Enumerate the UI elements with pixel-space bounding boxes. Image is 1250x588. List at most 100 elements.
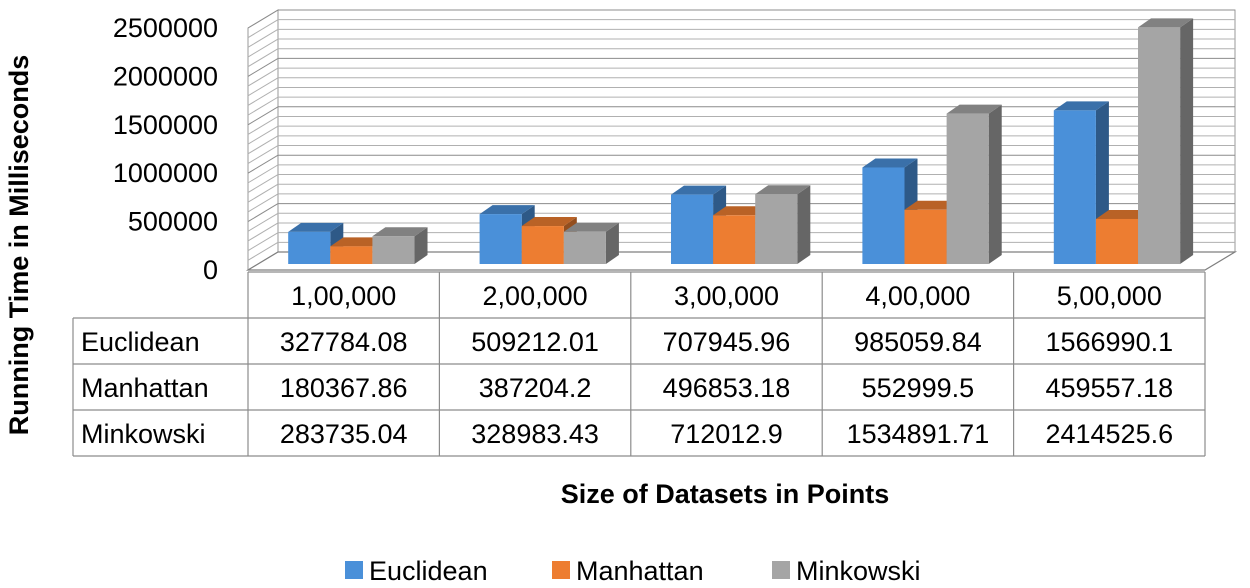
side-gridline — [247, 241, 279, 261]
bar-top — [1138, 18, 1194, 28]
side-gridline — [247, 9, 279, 29]
bar-top — [1095, 209, 1152, 219]
bar-top — [563, 222, 619, 232]
bar — [904, 209, 947, 264]
side-gridline — [247, 193, 279, 213]
table-cell: 2414525.6 — [1045, 419, 1173, 449]
bar-top — [479, 205, 535, 215]
x-tick-label: 4,00,000 — [865, 281, 970, 311]
side-gridline — [247, 38, 279, 58]
side-gridline — [247, 28, 279, 48]
table-cell: 387204.2 — [479, 373, 592, 403]
bar — [946, 113, 989, 264]
x-tick-label: 1,00,000 — [291, 281, 396, 311]
bar-top — [1053, 101, 1109, 111]
bar-top — [946, 104, 1002, 114]
y-tick-label: 2000000 — [113, 61, 218, 91]
bar-top — [330, 237, 386, 247]
table-cell: 327784.08 — [280, 327, 408, 357]
table-cell: 459557.18 — [1045, 373, 1173, 403]
bar — [372, 236, 415, 264]
side-gridline — [247, 222, 279, 242]
legend-swatch — [772, 561, 790, 579]
side-gridline — [247, 67, 279, 87]
bar-top — [372, 227, 428, 237]
y-axis-ticks: 0 500000 1000000 1500000 2000000 2500000 — [113, 13, 218, 285]
table-cell: 180367.86 — [280, 373, 408, 403]
bar-top — [288, 222, 344, 232]
side-gridline — [247, 183, 279, 203]
side-gridline — [247, 174, 279, 193]
bar — [670, 194, 714, 264]
bar — [1138, 27, 1181, 264]
bar-side — [1180, 18, 1194, 264]
table-row-label: Manhattan — [81, 373, 209, 403]
bar-top — [670, 185, 727, 195]
side-wall-panel — [247, 9, 279, 271]
side-gridline — [247, 77, 279, 97]
y-tick-label: 1500000 — [113, 110, 218, 140]
table-cell: 496853.18 — [663, 373, 791, 403]
bar — [755, 194, 798, 264]
bar — [288, 231, 331, 264]
bar-side — [605, 222, 619, 264]
side-gridline — [247, 87, 279, 106]
table-cell: 509212.01 — [471, 327, 599, 357]
side-gridline — [247, 232, 279, 252]
table-cell: 552999.5 — [862, 373, 975, 403]
bar-side — [414, 227, 428, 264]
bar — [330, 246, 373, 264]
side-gridline — [247, 106, 279, 126]
y-tick-label: 2500000 — [113, 13, 218, 43]
bar-side — [988, 104, 1002, 264]
bar — [1095, 218, 1139, 264]
legend-label: Manhattan — [576, 556, 704, 586]
bar-top — [755, 185, 811, 195]
side-gridline — [247, 48, 279, 68]
y-tick-label: 1000000 — [113, 158, 218, 188]
x-axis-title: Size of Datasets in Points — [561, 479, 890, 509]
table-cell: 1566990.1 — [1045, 327, 1173, 357]
x-tick-label: 2,00,000 — [483, 281, 588, 311]
table-cell: 328983.43 — [471, 419, 599, 449]
x-tick-label: 3,00,000 — [674, 281, 779, 311]
side-gridline — [247, 212, 279, 232]
bar-top — [862, 158, 918, 168]
legend-label: Euclidean — [369, 556, 488, 586]
side-gridline — [247, 96, 279, 116]
bar — [563, 231, 606, 264]
side-gridline — [247, 135, 279, 155]
side-gridline — [247, 145, 279, 164]
legend-swatch — [552, 561, 570, 579]
bar — [521, 226, 564, 264]
data-table: 1,00,000 2,00,000 3,00,000 4,00,000 5,00,000… — [72, 271, 1206, 457]
x-tick-label: 5,00,000 — [1057, 281, 1162, 311]
table-cell: 707945.96 — [663, 327, 791, 357]
bar-top — [904, 200, 960, 210]
side-gridline — [247, 154, 279, 174]
y-tick-label: 500000 — [128, 207, 218, 237]
table-row-label: Euclidean — [81, 327, 200, 357]
y-tick-label: 0 — [203, 255, 218, 285]
bar-side — [797, 185, 811, 264]
legend-label: Minkowski — [796, 556, 921, 586]
side-gridline — [247, 57, 279, 77]
table-cell: 283735.04 — [280, 419, 408, 449]
bars — [288, 18, 1194, 264]
bar — [1053, 110, 1096, 264]
table-row-label: Minkowski — [81, 419, 206, 449]
legend: Euclidean Manhattan Minkowski — [345, 556, 921, 586]
y-axis-title: Running Time in Milliseconds — [4, 55, 34, 436]
side-gridline — [247, 125, 279, 145]
bar — [479, 214, 522, 264]
side-gridline — [247, 203, 279, 223]
table-cell: 1534891.71 — [847, 419, 990, 449]
bar — [713, 215, 756, 264]
side-gridline — [247, 19, 279, 39]
side-gridline — [247, 164, 279, 184]
bar-top — [521, 217, 577, 227]
side-gridline — [247, 116, 279, 135]
legend-swatch — [345, 561, 363, 579]
bar — [862, 167, 905, 264]
